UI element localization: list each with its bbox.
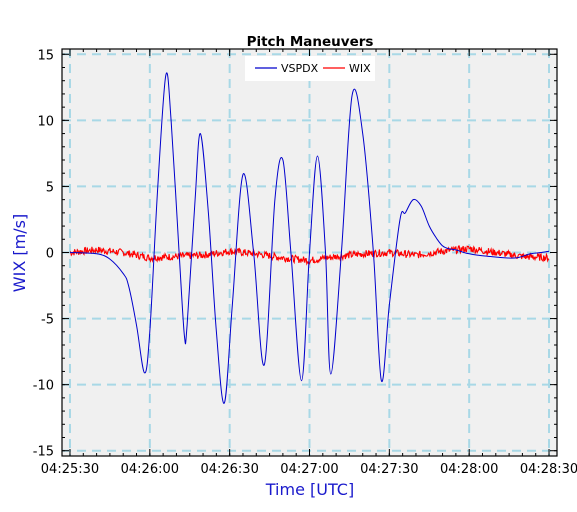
x-tick-label: 04:26:30 (200, 462, 258, 477)
x-tick-label: 04:28:00 (440, 462, 498, 477)
y-tick-label: 5 (46, 180, 54, 195)
legend-label-vspdx: VSPDX (281, 62, 319, 75)
y-tick-label: -10 (33, 379, 54, 394)
x-tick-label: 04:28:30 (520, 462, 577, 477)
tick-layer: 04:25:30 04:26:00 04:26:30 04:27:00 04:27:30… (33, 48, 577, 477)
y-tick-label: -15 (33, 445, 54, 460)
y-axis-label: WIX [m/s] (10, 214, 29, 292)
series-line-wix (69, 245, 550, 266)
x-tick-label: 04:25:30 (41, 462, 99, 477)
y-tick-label: 15 (37, 48, 54, 63)
x-tick-label: 04:27:00 (280, 462, 338, 477)
x-tick-label: 04:26:00 (121, 462, 179, 477)
legend: VSPDX WIX (245, 56, 375, 81)
x-axis-label: Time [UTC] (265, 480, 354, 499)
series-line-vspdx (69, 72, 550, 404)
legend-label-wix: WIX (349, 62, 371, 75)
series-layer (69, 72, 550, 404)
chart-title: Pitch Maneuvers (247, 34, 374, 50)
x-tick-label: 04:27:30 (360, 462, 418, 477)
y-tick-label: 0 (46, 247, 54, 262)
y-tick-label: 10 (37, 114, 54, 129)
y-tick-label: -5 (41, 313, 54, 328)
